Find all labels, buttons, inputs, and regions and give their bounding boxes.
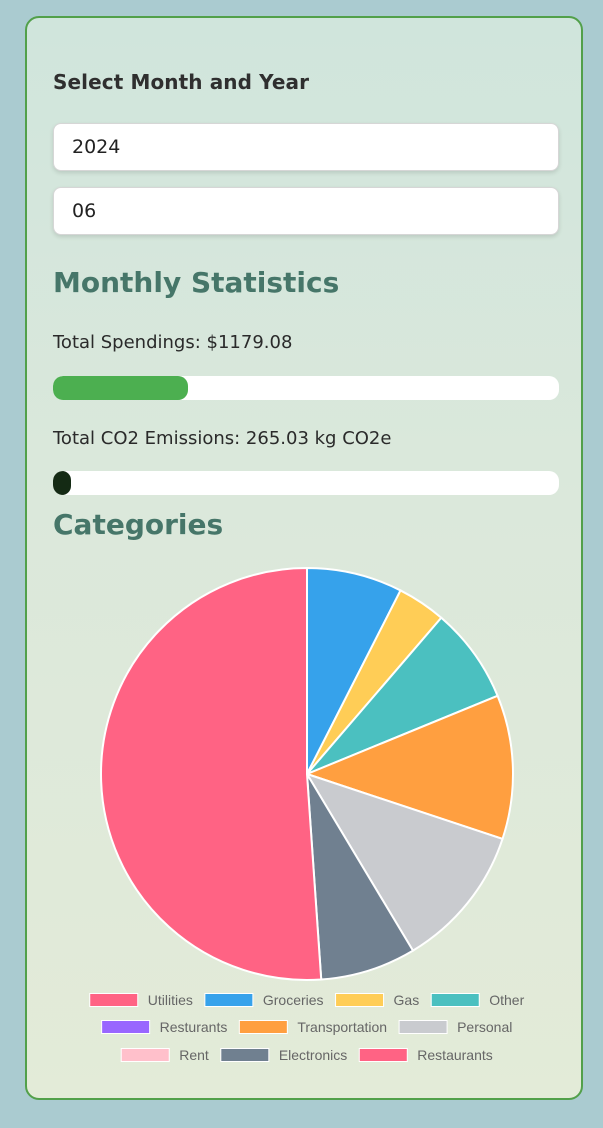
total-spendings-text: Total Spendings: $1179.08 <box>53 332 293 353</box>
legend-label: Resturants <box>160 1019 228 1035</box>
legend-label: Electronics <box>279 1047 347 1063</box>
total-co2-text: Total CO2 Emissions: 265.03 kg CO2e <box>53 428 392 449</box>
legend-label: Utilities <box>148 992 193 1008</box>
pie-slice-electronics[interactable] <box>306 773 415 981</box>
legend-label: Groceries <box>263 992 324 1008</box>
pie-slice-personal[interactable] <box>304 772 504 953</box>
month-input[interactable]: 06 <box>53 187 559 235</box>
legend-swatch <box>220 1048 270 1062</box>
legend-item-other[interactable]: Other <box>430 992 525 1008</box>
legend-swatch <box>358 1048 408 1062</box>
legend-swatch <box>101 1020 151 1034</box>
legend-item-gas[interactable]: Gas <box>335 992 420 1008</box>
legend-label: Other <box>489 992 524 1008</box>
year-input[interactable]: 2024 <box>53 123 559 171</box>
legend-item-resturants[interactable]: Resturants <box>101 1019 228 1035</box>
legend-label: Restaurants <box>417 1047 492 1063</box>
legend-swatch <box>430 993 480 1007</box>
legend-label: Gas <box>394 992 420 1008</box>
categories-heading: Categories <box>53 508 224 541</box>
legend-swatch <box>335 993 385 1007</box>
legend-swatch <box>204 993 254 1007</box>
co2-progress-fill <box>53 471 71 495</box>
categories-pie-chart: Utilities Groceries Gas Other Resturants Tran… <box>89 566 525 1063</box>
legend-swatch <box>398 1020 448 1034</box>
pie-slice-transportation[interactable] <box>304 694 514 841</box>
monthly-statistics-heading: Monthly Statistics <box>53 266 340 299</box>
spendings-progress-fill <box>53 376 189 400</box>
legend-label: Transportation <box>297 1019 387 1035</box>
legend-item-personal[interactable]: Personal <box>398 1019 512 1035</box>
legend-item-rent[interactable]: Rent <box>120 1047 209 1063</box>
legend-label: Personal <box>457 1019 512 1035</box>
co2-progress-bar <box>53 471 559 495</box>
pie-slice-groceries[interactable] <box>306 566 402 775</box>
legend-item-utilities[interactable]: Utilities <box>89 992 193 1008</box>
pie-slice-restaurants[interactable] <box>100 566 323 981</box>
legend-swatch <box>238 1020 288 1034</box>
select-month-year-label: Select Month and Year <box>53 70 310 94</box>
pie-slice-other[interactable] <box>306 616 499 775</box>
legend-item-groceries[interactable]: Groceries <box>204 992 324 1008</box>
legend-item-transportation[interactable]: Transportation <box>238 1019 387 1035</box>
legend-swatch <box>89 993 139 1007</box>
legend-swatch <box>120 1048 170 1062</box>
legend-label: Rent <box>179 1047 209 1063</box>
legend-item-restaurants[interactable]: Restaurants <box>358 1047 493 1063</box>
legend-item-electronics[interactable]: Electronics <box>220 1047 347 1063</box>
statistics-card: Select Month and Year 2024 06 Monthly St… <box>25 16 583 1100</box>
spendings-progress-bar <box>53 376 559 400</box>
